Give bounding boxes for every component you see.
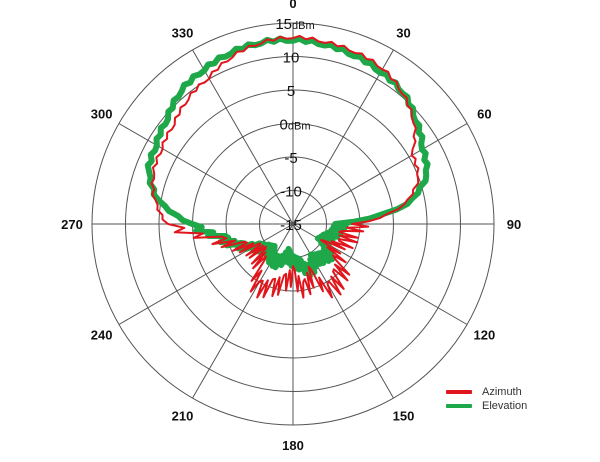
radial-tick-label: 10 <box>283 50 300 67</box>
legend-item-azimuth: Azimuth <box>446 385 527 399</box>
legend-item-elevation: Elevation <box>446 399 527 413</box>
grid-spoke <box>292 223 394 399</box>
grid-spoke <box>118 223 294 325</box>
angular-tick-label: 150 <box>393 408 415 423</box>
angular-tick-label: 90 <box>507 217 521 232</box>
angular-tick-labels: 0 30 60 90 120 150 180 210 240 270 300 330 <box>61 0 521 453</box>
radial-tick-label: -10 <box>280 184 302 201</box>
angular-tick-label: 180 <box>282 438 304 453</box>
legend-label: Azimuth <box>482 386 522 398</box>
angular-tick-label: 30 <box>396 26 410 41</box>
grid-spoke <box>118 123 294 225</box>
radial-tick-label: -5 <box>284 150 297 167</box>
radial-tick-label: 15dBm <box>275 16 314 33</box>
elevation-swatch-icon <box>446 404 472 408</box>
azimuth-series-line <box>150 34 420 299</box>
azimuth-swatch-icon <box>446 390 472 394</box>
radial-tick-label: 5 <box>287 83 295 100</box>
elevation-series-line <box>144 35 431 279</box>
angular-tick-label: 270 <box>61 217 83 232</box>
angular-tick-label: 300 <box>91 107 113 122</box>
angular-tick-label: 240 <box>91 328 113 343</box>
radial-tick-labels: 15dBm 10 5 0dBm -5 -10 -15 <box>275 16 314 234</box>
grid-spoke <box>192 49 294 225</box>
angular-tick-label: 330 <box>172 26 194 41</box>
grid-spoke <box>292 49 394 225</box>
legend: Azimuth Elevation <box>446 385 527 413</box>
angular-tick-label: 60 <box>477 107 491 122</box>
angular-tick-label: 120 <box>474 328 496 343</box>
series-layer <box>144 34 431 299</box>
radial-tick-label: 0dBm <box>280 117 311 134</box>
angular-tick-label: 210 <box>172 408 194 423</box>
angular-tick-label: 0 <box>289 0 296 11</box>
legend-label: Elevation <box>482 400 528 412</box>
radial-tick-label: -15 <box>280 217 302 234</box>
grid-spoke <box>292 123 468 225</box>
